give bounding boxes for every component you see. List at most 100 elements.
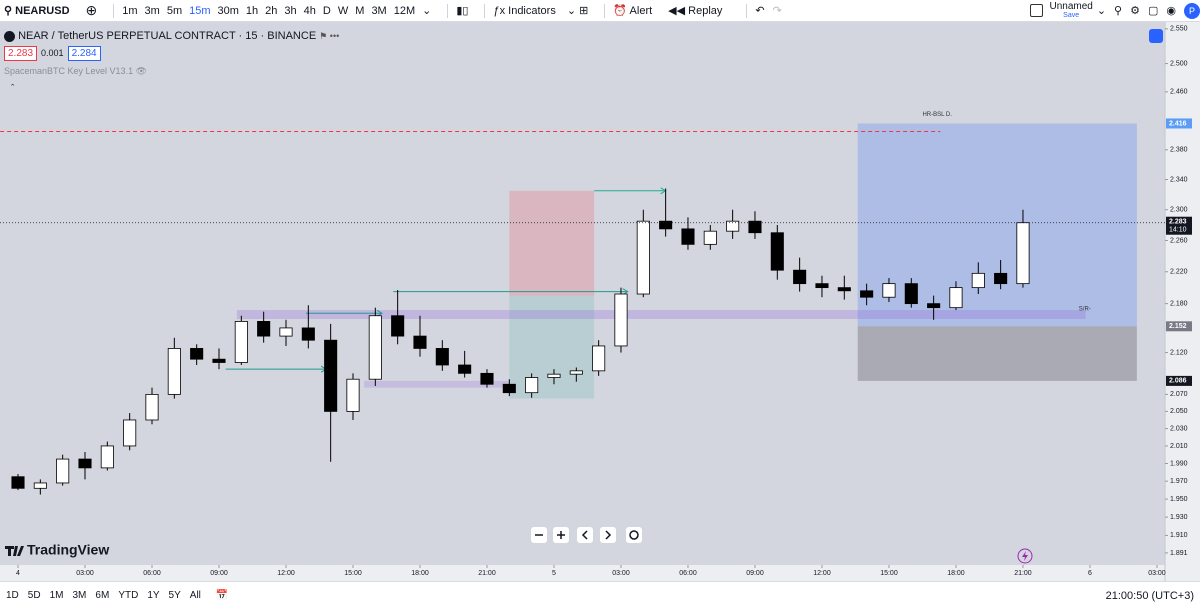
candle-body <box>882 283 896 298</box>
settings[interactable]: ⚙ <box>1130 5 1140 17</box>
candle-body <box>11 476 25 489</box>
legend-flag[interactable]: ⚑ ••• <box>319 31 340 41</box>
collapse-caret[interactable]: ˆ <box>11 83 15 95</box>
chart: HR-BSL D. S/R- TradingView ˆ 2.550 2.500 2.… <box>0 22 1200 581</box>
nav-buttons <box>531 527 642 543</box>
timeframe[interactable]: 5m <box>166 4 183 17</box>
range[interactable]: 6M <box>95 590 110 601</box>
y-tick-label: 2.500 <box>1170 60 1188 67</box>
price-marker-label: 2.283 <box>1169 219 1187 226</box>
layout-name[interactable]: Unnamed <box>1049 0 1093 12</box>
timeframe[interactable]: M <box>355 4 365 17</box>
y-tick-label: 1.930 <box>1170 514 1188 521</box>
candle-body <box>346 378 360 412</box>
layout[interactable]: Unnamed Save <box>1049 0 1093 20</box>
redo[interactable]: ↷ <box>772 5 782 17</box>
candle-body <box>904 283 918 305</box>
x-tick-label: 03:00 <box>76 570 94 577</box>
reset[interactable] <box>626 527 642 543</box>
quick-search[interactable]: ⚲ <box>1114 5 1123 17</box>
chart-type[interactable]: ⌄ <box>422 5 432 17</box>
range[interactable]: All <box>189 590 201 601</box>
timeframe[interactable]: 1m <box>122 4 138 17</box>
candle-body <box>994 272 1008 285</box>
candle-body <box>391 315 405 337</box>
y-tick-label: 2.260 <box>1170 237 1188 244</box>
range[interactable]: 3M <box>72 590 87 601</box>
save[interactable]: Save <box>1063 11 1080 19</box>
range[interactable]: 1M <box>49 590 64 601</box>
candle-body <box>949 287 963 309</box>
range[interactable]: 5Y <box>168 590 181 601</box>
indicator-name: SpacemanBTC Key Level V13.1 <box>4 66 134 76</box>
auto-scale[interactable] <box>1149 29 1163 43</box>
ask[interactable]: 2.284 <box>67 46 101 61</box>
candle-body <box>78 458 92 469</box>
divider <box>746 3 748 18</box>
price-marker <box>1166 216 1192 235</box>
layout-menu[interactable]: ⌄ <box>1096 5 1107 17</box>
timeframe[interactable]: D <box>322 4 331 17</box>
date-range-icon[interactable]: 📅 <box>215 590 229 601</box>
zone <box>509 190 595 296</box>
plot-background <box>0 22 1165 565</box>
y-tick-label: 2.460 <box>1170 89 1188 96</box>
fullscreen[interactable]: ▢ <box>1147 5 1159 17</box>
bid[interactable]: 2.283 <box>4 46 38 61</box>
timeframe[interactable]: W <box>337 4 349 17</box>
indicators[interactable]: Indicators <box>508 5 556 17</box>
range[interactable]: 5D <box>27 590 41 601</box>
layout-checkbox[interactable] <box>1030 4 1044 17</box>
replay[interactable]: Replay <box>688 5 723 17</box>
undo[interactable]: ↶ <box>755 5 765 17</box>
add-symbol[interactable]: ⊕ <box>85 2 98 18</box>
y-tick-label: 2.550 <box>1170 26 1188 33</box>
timeframe[interactable]: 30m <box>217 4 239 17</box>
y-tick-label: 2.120 <box>1170 349 1188 356</box>
alert[interactable]: Alert <box>629 5 653 17</box>
timeframe[interactable]: 4h <box>303 4 316 17</box>
candle-icon[interactable]: ▮▯ <box>456 5 469 17</box>
alert-button[interactable]: ⏰ Alert <box>613 5 653 17</box>
timeframe[interactable]: 1h <box>245 4 259 17</box>
candle-body <box>547 373 561 378</box>
timeframe[interactable]: 12M <box>393 4 416 17</box>
x-tick-label: 18:00 <box>947 570 965 577</box>
candle-body <box>793 269 807 285</box>
timeframe[interactable]: 15m <box>189 4 211 17</box>
timeframe[interactable]: 3M <box>371 4 387 17</box>
timeframe[interactable]: 3m <box>144 4 160 17</box>
scroll-right[interactable] <box>600 527 616 543</box>
timeframe[interactable]: 3h <box>284 4 297 17</box>
candle-body <box>458 364 472 374</box>
range[interactable]: YTD <box>118 590 139 601</box>
x-tick-label: 6 <box>1088 570 1092 577</box>
range[interactable]: 1Y <box>147 590 160 601</box>
x-tick-label: 06:00 <box>679 570 697 577</box>
price-axis <box>1165 22 1200 565</box>
indicators-button[interactable]: ƒx Indicators ⌄ ⊞ <box>493 5 589 17</box>
symbol-icon <box>4 30 15 42</box>
candle-body <box>301 327 315 341</box>
candle-body <box>324 339 338 412</box>
zone <box>364 380 510 388</box>
y-tick-label: 2.220 <box>1170 269 1188 276</box>
candle-body <box>614 293 628 347</box>
timeframe[interactable]: 2h <box>265 4 278 17</box>
lightning-button[interactable] <box>1017 548 1033 564</box>
clock: 21:00:50 (UTC+3) <box>1105 589 1194 602</box>
x-tick-label: 03:00 <box>612 570 630 577</box>
candle-body <box>681 228 695 245</box>
candle-body <box>927 303 941 309</box>
y-tick-label: 2.340 <box>1170 176 1188 183</box>
replay-button[interactable]: ◀◀ Replay <box>668 5 723 17</box>
symbol[interactable]: NEARUSD <box>15 5 70 17</box>
reset-icon <box>629 530 639 540</box>
scroll-left[interactable] <box>577 527 593 543</box>
publish[interactable]: P <box>1184 2 1200 19</box>
snapshot[interactable]: ◉ <box>1166 5 1176 17</box>
y-tick-label: 1.891 <box>1170 550 1188 557</box>
symbol-search[interactable]: ⚲ NEARUSD <box>4 5 70 17</box>
range[interactable]: 1D <box>6 590 19 601</box>
